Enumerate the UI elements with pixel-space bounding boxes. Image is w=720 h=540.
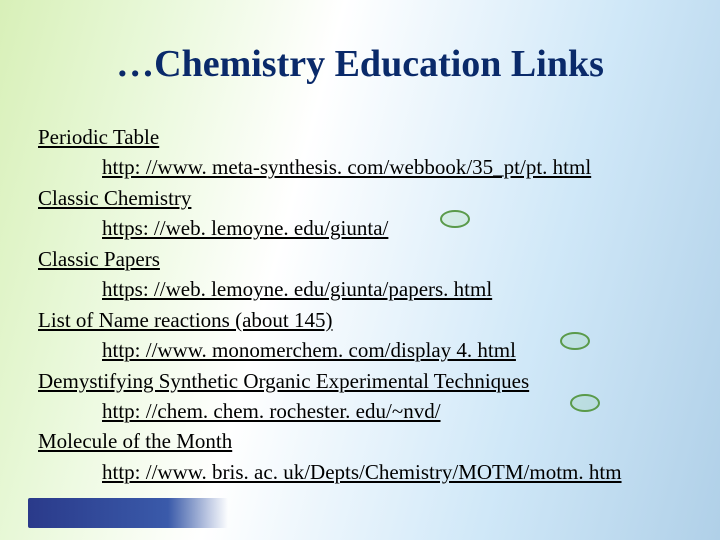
topic-label: Demystifying Synthetic Organic Experimen… <box>38 366 682 396</box>
slide-title: …Chemistry Education Links <box>0 42 720 86</box>
link-url[interactable]: http: //chem. chem. rochester. edu/~nvd/ <box>38 396 682 426</box>
topic-label: List of Name reactions (about 145) <box>38 305 682 335</box>
link-url[interactable]: https: //web. lemoyne. edu/giunta/ <box>38 213 682 243</box>
link-url[interactable]: http: //www. meta-synthesis. com/webbook… <box>38 152 682 182</box>
slide: …Chemistry Education Links Periodic Tabl… <box>0 0 720 540</box>
topic-label: Classic Chemistry <box>38 183 682 213</box>
topic-label: Classic Papers <box>38 244 682 274</box>
topic-label: Periodic Table <box>38 122 682 152</box>
topic-label: Molecule of the Month <box>38 426 682 456</box>
footer-accent-bar <box>28 498 228 528</box>
link-url[interactable]: http: //www. monomerchem. com/display 4.… <box>38 335 682 365</box>
links-list: Periodic Table http: //www. meta-synthes… <box>38 122 682 487</box>
link-url[interactable]: https: //web. lemoyne. edu/giunta/papers… <box>38 274 682 304</box>
link-url[interactable]: http: //www. bris. ac. uk/Depts/Chemistr… <box>38 457 682 487</box>
